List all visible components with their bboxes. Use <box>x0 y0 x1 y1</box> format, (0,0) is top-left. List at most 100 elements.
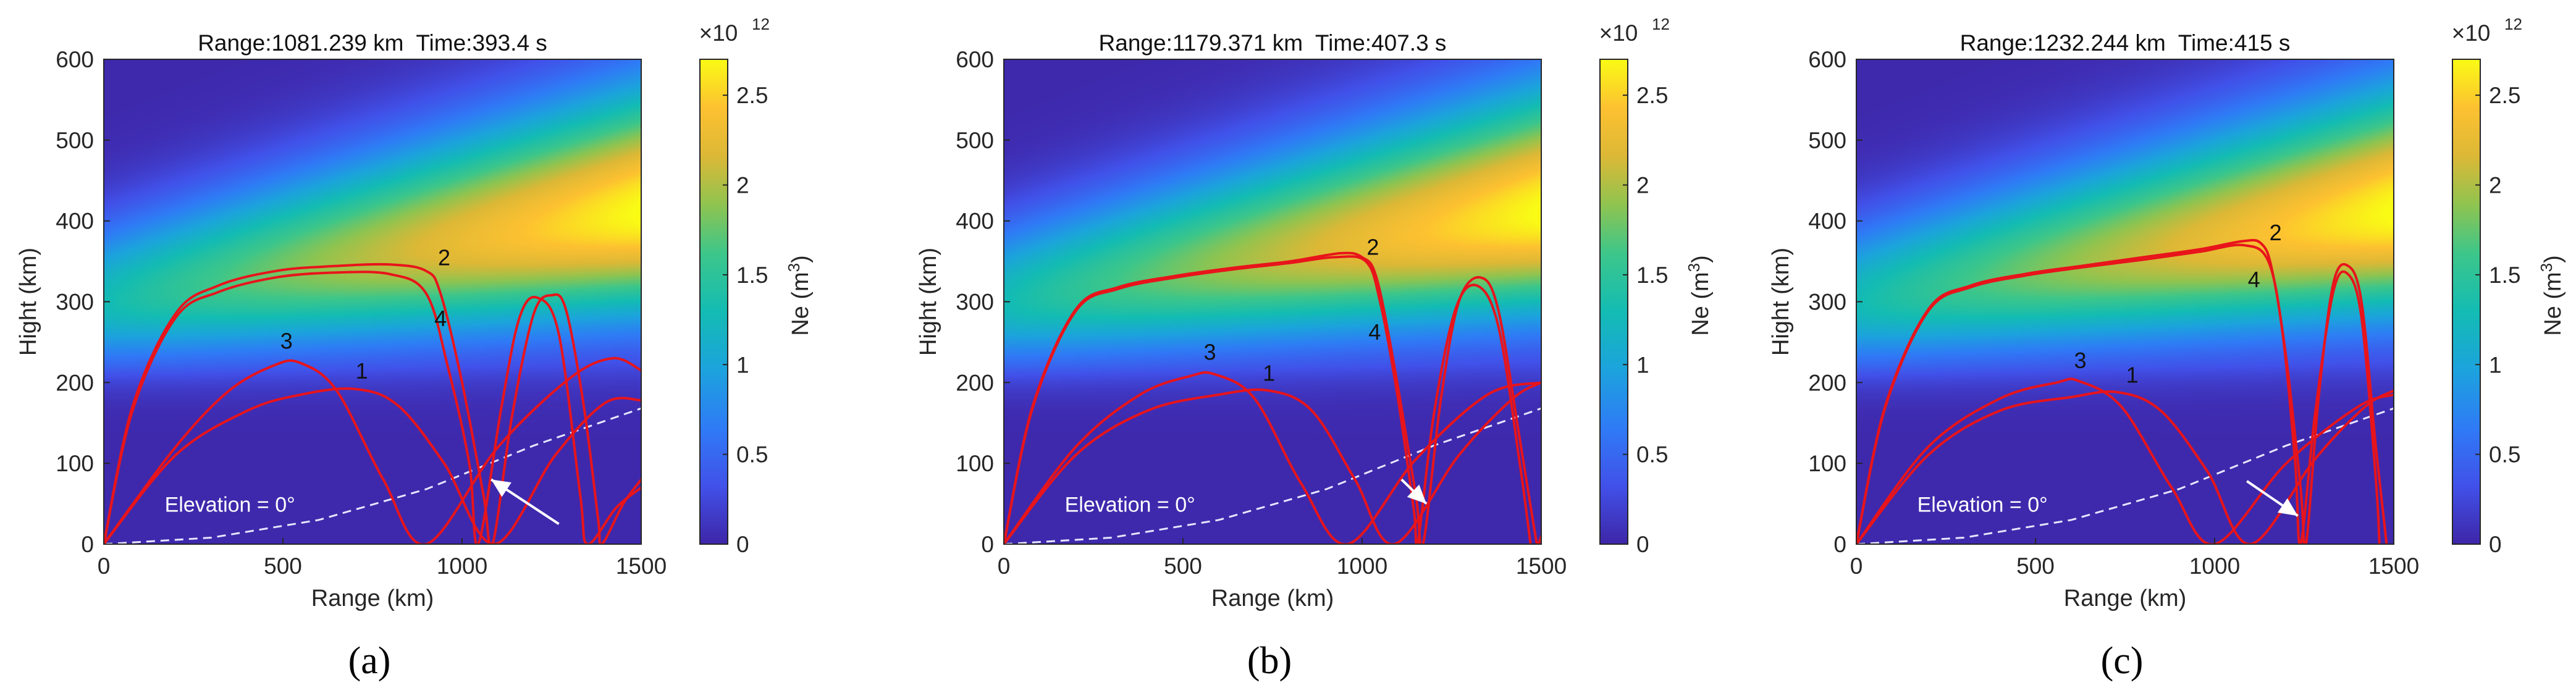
ray-path-4 <box>1004 255 1532 544</box>
target-arrow-head <box>1407 484 1427 504</box>
x-tick-label: 0 <box>98 553 111 579</box>
ray-label-3: 3 <box>2074 348 2086 373</box>
x-tick-label: 500 <box>2016 553 2055 579</box>
ray-path-1 <box>104 387 641 544</box>
x-tick-label: 1000 <box>437 553 487 579</box>
colorbar-tick-label: 1 <box>1636 352 1649 377</box>
panel-label: (b) <box>1247 640 1292 682</box>
ray-path-3 <box>1856 377 2394 544</box>
y-tick-label: 600 <box>956 47 994 72</box>
x-axis-label: Range (km) <box>1211 586 1334 611</box>
y-tick-label: 600 <box>1808 47 1846 72</box>
plot-area <box>1856 238 2394 544</box>
colorbar-tick-label: 2 <box>1636 173 1649 198</box>
y-tick-label: 300 <box>56 290 94 315</box>
y-tick-label: 100 <box>1808 451 1846 476</box>
y-tick-label: 300 <box>1808 290 1846 315</box>
y-axis-label: Hight (km) <box>1768 248 1794 356</box>
colorbar-tick-label: 0 <box>736 532 749 557</box>
y-tick-label: 400 <box>56 209 94 234</box>
colorbar-exponent-power: 12 <box>2504 15 2522 33</box>
ray-label-2: 2 <box>1366 235 1379 260</box>
ray-label-4: 4 <box>434 306 447 331</box>
ray-path-3 <box>1004 371 1541 544</box>
ray-label-3: 3 <box>280 328 293 353</box>
y-tick-label: 100 <box>56 451 94 476</box>
ray-path-1 <box>1856 389 2394 544</box>
ray-label-1: 1 <box>356 358 368 384</box>
colorbar-label: Ne (m3) <box>785 255 814 336</box>
chart-title: Range:1232.244 km Time:415 s <box>1960 30 2291 56</box>
x-tick-label: 1000 <box>2189 553 2240 579</box>
ray-label-2: 2 <box>438 245 450 271</box>
elevation-label: Elevation = 0° <box>1065 494 1195 517</box>
colorbar-label-sup: 3 <box>785 263 803 272</box>
colorbar-label: Ne (m3) <box>1685 255 1714 336</box>
ray-path-4 <box>104 271 641 544</box>
y-tick-label: 200 <box>1808 370 1846 395</box>
colorbar-tick-label: 1.5 <box>2489 262 2520 288</box>
y-tick-label: 400 <box>1808 209 1846 234</box>
colorbar-label-main: Ne (m <box>1688 272 1714 335</box>
y-tick-label: 400 <box>956 209 994 234</box>
y-tick-label: 200 <box>956 370 994 395</box>
colorbar-exponent-power: 12 <box>752 15 770 33</box>
y-tick-label: 200 <box>56 370 94 395</box>
elevation-line <box>1004 407 1541 544</box>
elevation-label: Elevation = 0° <box>1917 494 2048 517</box>
colorbar-tick-label: 0 <box>2489 532 2502 557</box>
colorbar-tick-label: 2.5 <box>2489 83 2520 108</box>
colorbar <box>1599 59 1628 545</box>
target-arrow-head <box>491 479 511 497</box>
y-tick-label: 600 <box>56 47 94 72</box>
y-axis-label: Hight (km) <box>915 248 941 356</box>
ray-path-3 <box>104 357 641 544</box>
ray-path-4 <box>1856 243 2381 544</box>
density-heatmap <box>1856 59 2394 544</box>
plot-area <box>104 262 641 544</box>
ray-label-1: 1 <box>2126 362 2139 387</box>
elevation-line <box>1856 407 2394 544</box>
y-axis-label: Hight (km) <box>15 248 41 356</box>
chart-title: Range:1179.371 km Time:407.3 s <box>1099 30 1447 56</box>
colorbar-tick-label: 2.5 <box>1636 83 1668 108</box>
x-tick-label: 1500 <box>2368 553 2419 579</box>
colorbar-tick-label: 2 <box>736 173 749 198</box>
colorbar-label-end: ) <box>1688 255 1714 263</box>
colorbar-tick-label: 2 <box>2489 173 2502 198</box>
colorbar <box>2452 59 2481 545</box>
colorbar-tick-label: 1.5 <box>1636 262 1668 288</box>
y-tick-label: 500 <box>1808 128 1846 153</box>
elevation-line <box>104 407 641 544</box>
colorbar-exponent: ×10 <box>699 20 738 46</box>
ray-label-2: 2 <box>2270 220 2282 245</box>
colorbar-tick-label: 0.5 <box>2489 442 2520 468</box>
colorbar-label-sup: 3 <box>2537 263 2556 272</box>
x-tick-label: 500 <box>1164 553 1202 579</box>
colorbar-tick-label: 0.5 <box>1636 442 1668 468</box>
colorbar <box>699 59 728 545</box>
x-tick-label: 0 <box>998 553 1011 579</box>
ray-path-2 <box>104 262 641 544</box>
colorbar-tick-label: 1.5 <box>736 262 768 288</box>
y-tick-label: 100 <box>956 451 994 476</box>
colorbar-label-sup: 3 <box>1685 263 1703 272</box>
colorbar-tick-label: 0.5 <box>736 442 768 468</box>
plot-area <box>1004 251 1541 544</box>
ray-label-3: 3 <box>1203 340 1216 365</box>
y-tick-label: 500 <box>956 128 994 153</box>
ray-label-4: 4 <box>1368 319 1381 345</box>
x-tick-label: 1000 <box>1337 553 1387 579</box>
ray-path-1 <box>1004 381 1541 544</box>
colorbar-label-end: ) <box>788 255 814 263</box>
y-tick-label: 0 <box>1833 532 1846 557</box>
colorbar-exponent: ×10 <box>1599 20 1638 46</box>
colorbar-label-main: Ne (m <box>788 272 814 335</box>
colorbar-label-main: Ne (m <box>2540 272 2566 335</box>
panel-label: (c) <box>2101 640 2144 682</box>
x-tick-label: 1500 <box>1516 553 1567 579</box>
x-axis-label: Range (km) <box>2064 586 2187 611</box>
